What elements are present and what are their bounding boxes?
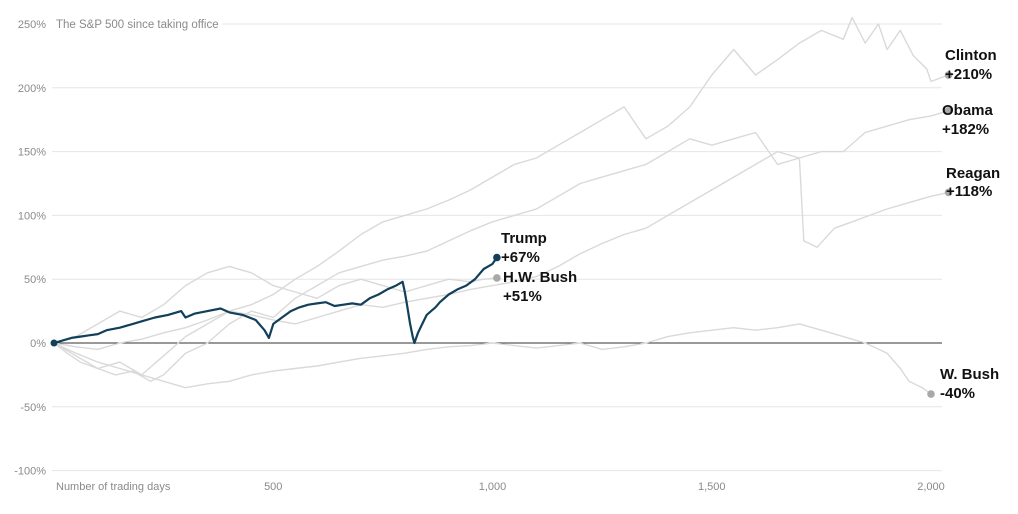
series-line-obama (53, 110, 949, 382)
series-name-label: Reagan (946, 165, 1000, 182)
axis-layer: 250% 200% 150% 100% 50% 0% -50% -100% The S&P 50… (14, 16, 945, 493)
series-value-label: +118% (946, 183, 992, 200)
series-layer (50, 16, 949, 395)
series-name-label: Obama (942, 102, 994, 119)
series-name-label: Clinton (945, 47, 997, 64)
start-point (50, 339, 58, 347)
title-backing (52, 16, 222, 32)
series-line-w-bush (53, 323, 932, 395)
series-value-label: +51% (503, 288, 542, 305)
series-value-label: +210% (945, 66, 992, 83)
end-point-h-w-bush (493, 274, 501, 282)
series-name-label: W. Bush (940, 366, 999, 383)
y-tick-label: 250% (18, 19, 46, 31)
y-tick-label: -100% (14, 466, 46, 478)
series-line-trump (53, 256, 498, 345)
series-value-label: +182% (942, 121, 989, 138)
label-layer: Clinton +210% Obama +182% Reagan+118% H.W. Bu… (493, 47, 1000, 402)
y-tick-label: 150% (18, 147, 46, 159)
series-value-label: -40% (940, 385, 975, 402)
x-tick-label: 1,000 (479, 481, 507, 493)
y-tick-label: -50% (20, 402, 46, 414)
x-tick-label: 2,000 (917, 481, 945, 493)
series-line-h-w-bush (53, 265, 497, 344)
x-tick-label: 1,500 (698, 481, 726, 493)
end-point-obama (944, 106, 953, 115)
grid-layer (52, 23, 942, 472)
x-tick-label: 500 (264, 481, 282, 493)
end-point-w-bush (927, 390, 935, 398)
chart-title: The S&P 500 since taking office (56, 19, 219, 31)
x-axis-label: Number of trading days (56, 481, 171, 493)
y-tick-label: 200% (18, 83, 46, 95)
end-point-trump (493, 253, 501, 262)
series-value-label: +67% (501, 249, 540, 266)
series-line-clinton (53, 16, 949, 351)
y-tick-label: 0% (30, 338, 46, 350)
series-name-label: H.W. Bush (503, 269, 577, 286)
y-tick-label: 50% (24, 274, 46, 286)
y-tick-label: 100% (18, 210, 46, 222)
end-point-reagan (944, 188, 953, 197)
series-name-label: Trump (501, 230, 547, 247)
series-line-reagan (53, 150, 949, 376)
end-point-clinton (944, 71, 953, 79)
